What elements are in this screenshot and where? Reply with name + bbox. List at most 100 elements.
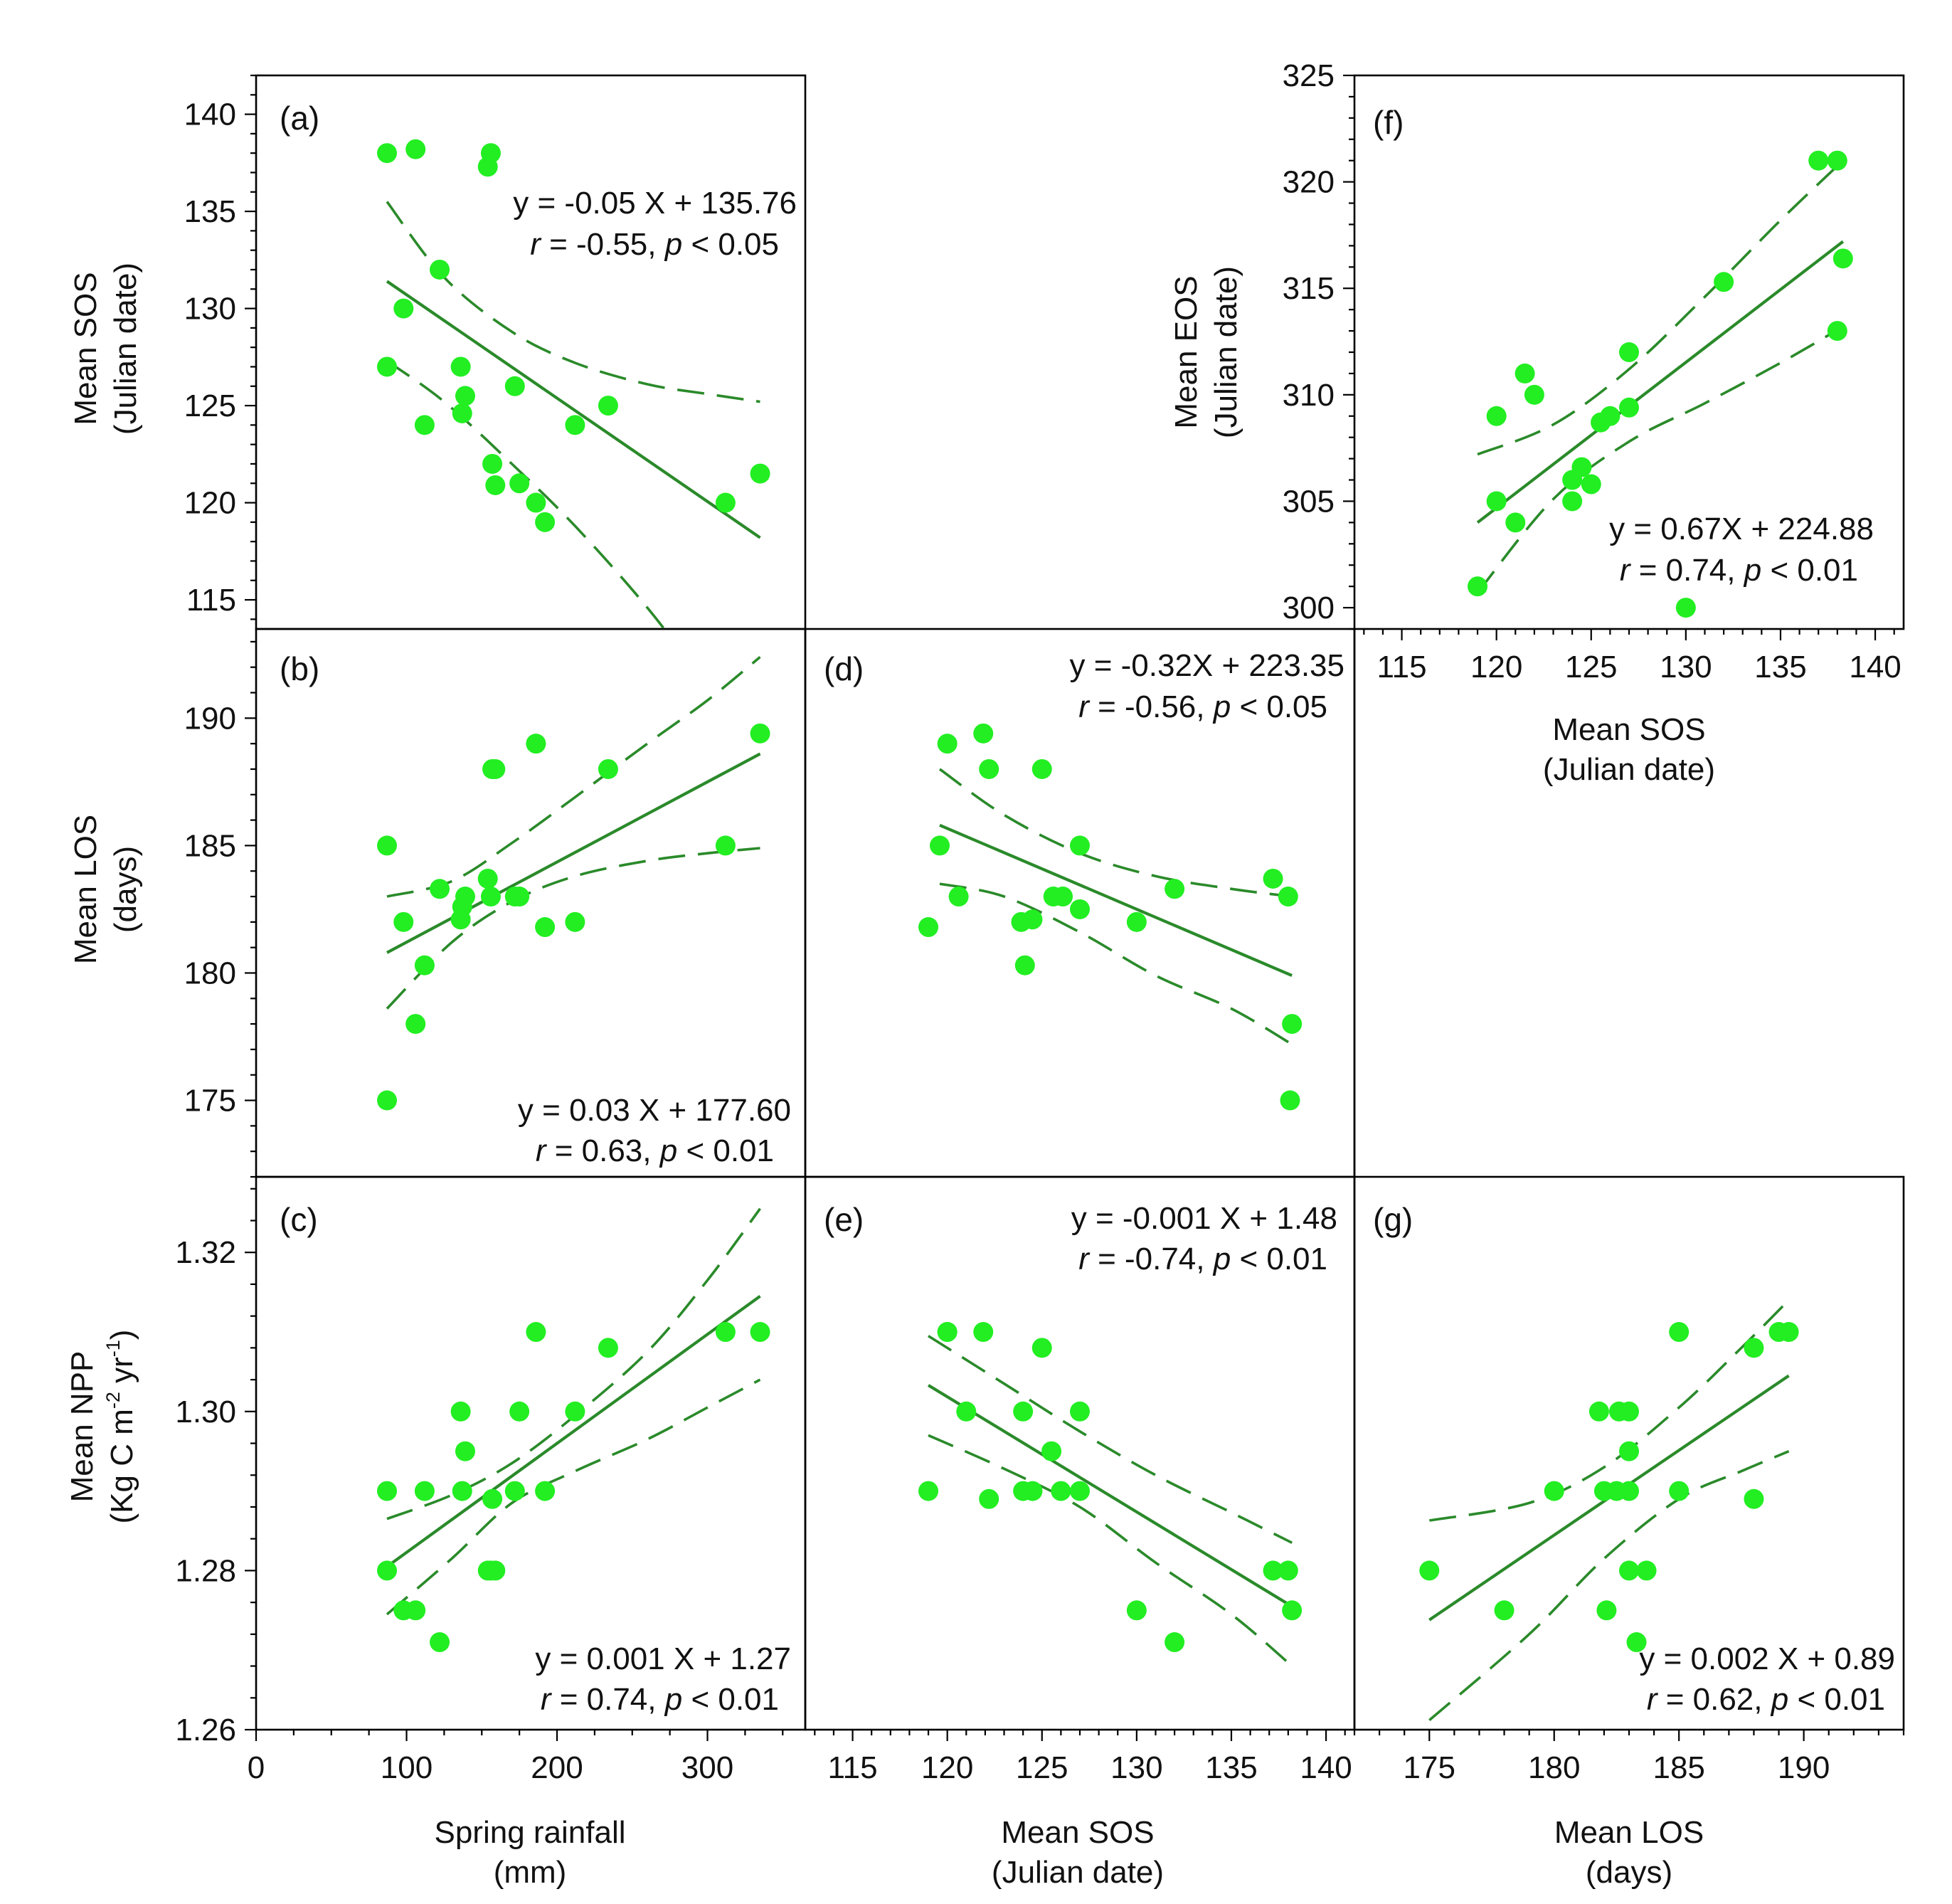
panel-c-data-point — [482, 1488, 503, 1509]
panel-e-xtick-label: 130 — [1110, 1750, 1162, 1785]
panel-c-data-point — [598, 1338, 618, 1358]
panel-c-plot-area — [386, 1207, 761, 1616]
panel-g-data-point — [1619, 1481, 1639, 1501]
panel-b-data-point — [535, 917, 556, 938]
panel-b-data-point — [405, 1014, 426, 1035]
panel-a-ytick-label: 140 — [184, 97, 236, 132]
panel-g-data-point — [1636, 1560, 1657, 1581]
panel-b-data-point — [750, 723, 770, 744]
panel-b-data-point — [477, 868, 498, 889]
panel-b-ytick-label: 185 — [184, 828, 236, 863]
panel-frames — [255, 74, 1905, 1731]
panel-f-r-value: = 0.74, — [1630, 553, 1744, 588]
panel-b-ytick-label: 175 — [184, 1084, 236, 1118]
panel-c-data-point — [504, 1481, 525, 1501]
panel-c-ytick-label: 1.28 — [175, 1553, 236, 1588]
panel-c-ytick-label: 1.32 — [175, 1235, 236, 1270]
panel-d-data-point — [1070, 899, 1090, 919]
panel-c-equation: y = 0.001 X + 1.27 — [535, 1641, 791, 1676]
panel-g-data-point — [1669, 1322, 1690, 1343]
panel-e-data-point — [1282, 1600, 1303, 1621]
panel-b: 175 180 185 190 — [184, 640, 770, 1178]
panel-f-data-point — [1486, 406, 1507, 426]
panel-a-data-point — [480, 143, 501, 164]
panel-c-data-point — [455, 1441, 475, 1461]
panel-f-data-point — [1675, 598, 1696, 618]
panel-d-ci-upper — [938, 768, 1293, 898]
panel-f-ytick-label: 305 — [1283, 484, 1335, 519]
panel-e-data-point — [1070, 1401, 1090, 1422]
panel-a-stats: r = -0.55, p < 0.05 — [530, 227, 779, 262]
panel-f-data-point — [1832, 248, 1853, 269]
panel-b-data-point — [526, 734, 546, 754]
panel-a-data-point — [393, 298, 414, 319]
panel-d-data-point — [1053, 887, 1073, 907]
panel-b-ci-lower — [386, 847, 760, 1010]
panel-f-data-point — [1619, 342, 1639, 362]
panel-c-xtick-label: 0 — [248, 1750, 265, 1785]
panel-a-equation: y = -0.05 X + 135.76 — [513, 186, 797, 221]
panel-d-label: (d) — [824, 650, 864, 687]
panel-a-data-point — [452, 403, 472, 423]
panel-a-ytick-label: 130 — [184, 292, 236, 327]
panel-b-plot-area — [386, 656, 761, 1010]
panel-c-stats: r = 0.74, p < 0.01 — [541, 1682, 779, 1717]
panel-a-ytick-label: 125 — [184, 388, 236, 423]
panel-b-ylabel: Mean LOS (days) — [68, 815, 143, 964]
panel-a-data-point — [750, 463, 770, 484]
panel-g-xtick-label: 180 — [1528, 1750, 1580, 1785]
panel-e-p: p — [1212, 1242, 1231, 1276]
panel-g-data-point — [1619, 1441, 1639, 1461]
panel-c-xtick-label: 200 — [531, 1750, 583, 1785]
panel-d-data-point — [979, 758, 999, 779]
panel-f-stats: r = 0.74, p < 0.01 — [1620, 553, 1858, 588]
panel-g-data-point — [1494, 1600, 1515, 1621]
panel-f-ci-lower — [1476, 325, 1844, 594]
panel-a-ci-lower — [386, 359, 667, 629]
panel-b-fit-line — [386, 752, 761, 954]
panel-f-equation: y = 0.67X + 224.88 — [1609, 512, 1874, 546]
panel-a-data-point — [450, 356, 471, 377]
panel-d-data-point — [1278, 887, 1298, 907]
panel-f-fit-line — [1476, 240, 1845, 524]
panel-g-data-point — [1778, 1322, 1799, 1343]
panel-a-frame — [255, 74, 807, 630]
panel-e-data-point — [956, 1401, 977, 1422]
panel-e-r: r — [1078, 1242, 1091, 1276]
panel-a-data-point — [377, 143, 398, 164]
panel-e-xtick-label: 120 — [921, 1750, 973, 1785]
panel-d-data-point — [948, 887, 969, 907]
panel-d-data-point — [918, 917, 939, 938]
panel-c-xtick-label: 300 — [681, 1750, 733, 1785]
panel-e-data-point — [973, 1322, 994, 1343]
panel-g-xtick-label: 190 — [1778, 1750, 1830, 1785]
panel-a-p-value: < 0.05 — [682, 227, 779, 262]
panel-d-p: p — [1212, 689, 1231, 724]
panel-e-xlabel: Mean SOS (Julian date) — [992, 1815, 1164, 1890]
panel-f-xtick-label: 115 — [1377, 650, 1426, 684]
panel-b-label: (b) — [280, 650, 319, 687]
panel-e-data-point — [918, 1481, 939, 1501]
panel-g-equation: y = 0.002 X + 0.89 — [1639, 1641, 1895, 1676]
panel-e-ci-upper — [928, 1335, 1293, 1544]
panel-g-label: (g) — [1373, 1201, 1413, 1238]
panel-f-data-point — [1581, 474, 1601, 494]
panel-b-data-point — [598, 758, 618, 779]
panel-f-data-point — [1827, 150, 1847, 171]
panel-b-stats: r = 0.63, p < 0.01 — [536, 1133, 774, 1168]
panel-b-equation: y = 0.03 X + 177.60 — [518, 1093, 791, 1128]
panel-e-data-point — [1165, 1632, 1185, 1653]
panel-c-data-point — [509, 1401, 530, 1422]
panel-f-label: (f) — [1373, 104, 1404, 141]
panel-a-data-point — [565, 415, 585, 435]
panel-c-label: (c) — [280, 1201, 318, 1238]
panel-g-xtick-label: 185 — [1653, 1750, 1704, 1785]
panel-d-data-point — [1014, 955, 1035, 975]
panel-f-xtick-label: 125 — [1565, 650, 1617, 684]
panel-g-data-point — [1544, 1481, 1564, 1501]
panel-c-xtick-label: 100 — [381, 1750, 433, 1785]
panel-b-ytick-label: 190 — [184, 701, 236, 736]
panel-b-data-point — [393, 911, 414, 932]
panel-a-data-point — [414, 415, 435, 435]
panel-f-data-point — [1571, 457, 1592, 477]
